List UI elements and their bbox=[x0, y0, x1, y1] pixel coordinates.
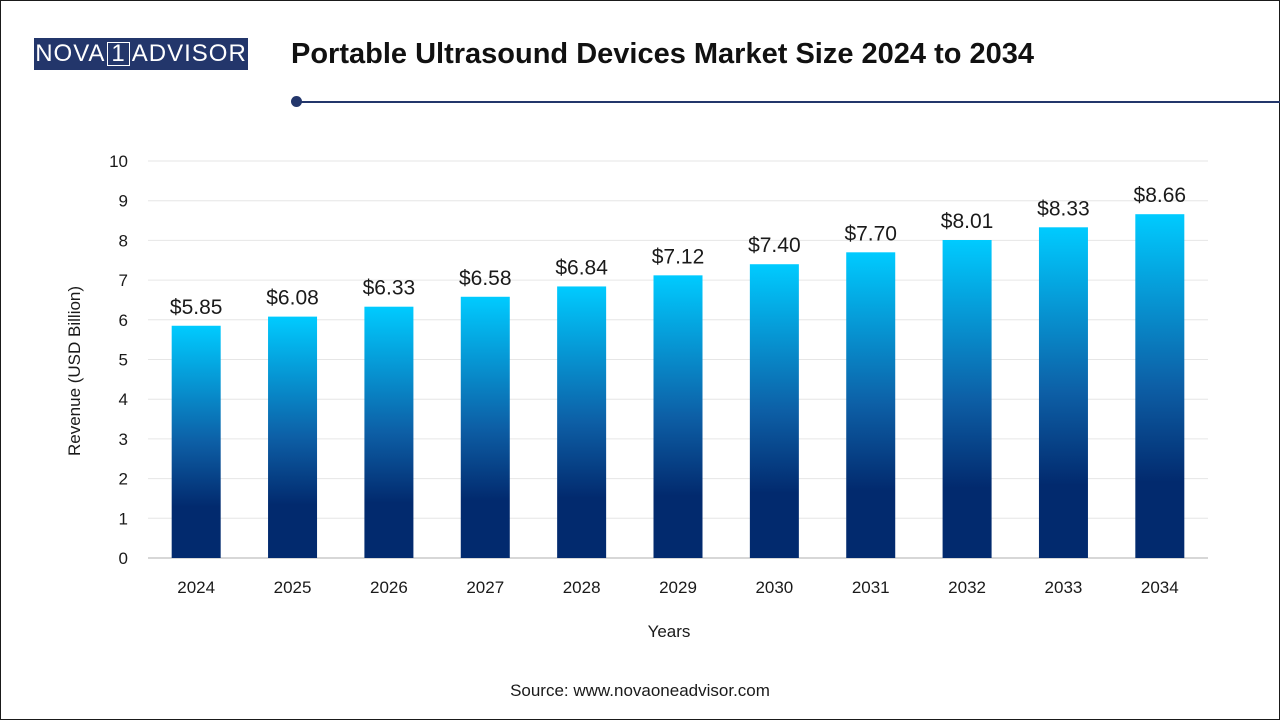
bar-2025 bbox=[268, 316, 318, 558]
x-tick-label-2024: 2024 bbox=[177, 578, 215, 597]
y-tick-label: 0 bbox=[119, 549, 128, 568]
y-tick-label: 2 bbox=[119, 470, 128, 489]
x-tick-label-2026: 2026 bbox=[370, 578, 408, 597]
y-tick-label: 3 bbox=[119, 430, 128, 449]
logo-text-right: ADVISOR bbox=[131, 40, 247, 67]
x-tick-label-2030: 2030 bbox=[755, 578, 793, 597]
x-tick-label-2031: 2031 bbox=[852, 578, 890, 597]
x-tick-label-2034: 2034 bbox=[1141, 578, 1179, 597]
y-tick-label: 1 bbox=[119, 509, 128, 528]
data-label-2029: $7.12 bbox=[652, 245, 705, 268]
title-underline-dot bbox=[291, 96, 302, 107]
data-label-2024: $5.85 bbox=[170, 296, 223, 319]
title-underline bbox=[298, 101, 1280, 103]
bar-layer bbox=[171, 214, 1185, 559]
data-label-2028: $6.84 bbox=[555, 256, 608, 279]
x-tick-label-2029: 2029 bbox=[659, 578, 697, 597]
y-tick-label: 10 bbox=[109, 152, 128, 171]
logo-text-left: NOVA bbox=[35, 40, 106, 67]
bar-2028 bbox=[557, 286, 607, 558]
data-label-2032: $8.01 bbox=[941, 210, 994, 233]
y-axis-label: Revenue (USD Billion) bbox=[65, 286, 84, 456]
bar-2024 bbox=[171, 325, 221, 558]
x-axis-label: Years bbox=[648, 622, 691, 641]
y-tick-label: 8 bbox=[119, 231, 128, 250]
bar-2033 bbox=[1038, 227, 1088, 558]
x-tick-label-2033: 2033 bbox=[1045, 578, 1083, 597]
data-label-2034: $8.66 bbox=[1134, 184, 1187, 207]
data-label-2025: $6.08 bbox=[266, 287, 319, 310]
bar-2030 bbox=[749, 264, 799, 558]
y-tick-label: 6 bbox=[119, 311, 128, 330]
data-label-2033: $8.33 bbox=[1037, 197, 1090, 220]
x-tick-label-2028: 2028 bbox=[563, 578, 601, 597]
data-label-2030: $7.40 bbox=[748, 234, 801, 257]
page-title: Portable Ultrasound Devices Market Size … bbox=[291, 38, 1035, 70]
source-note: Source: www.novaoneadvisor.com bbox=[510, 681, 770, 700]
data-label-2027: $6.58 bbox=[459, 267, 512, 290]
bar-2029 bbox=[653, 275, 703, 558]
bar-2034 bbox=[1135, 214, 1185, 558]
x-tick-label-2025: 2025 bbox=[274, 578, 312, 597]
y-tick-label: 9 bbox=[119, 192, 128, 211]
bar-2032 bbox=[942, 240, 992, 559]
data-label-2031: $7.70 bbox=[844, 222, 897, 245]
brand-logo: NOVA 1 ADVISOR bbox=[34, 38, 248, 70]
x-tick-label-2032: 2032 bbox=[948, 578, 986, 597]
y-tick-label: 5 bbox=[119, 351, 128, 370]
x-tick-label-2027: 2027 bbox=[466, 578, 504, 597]
bar-2026 bbox=[364, 306, 414, 558]
label-layer: 0 1 2 3 4 5 6 7 8 9 10 $5.85 2024 $6.08 2025 $6.33 2026 $… bbox=[109, 152, 1186, 597]
logo-text-mid: 1 bbox=[107, 42, 130, 66]
bar-2027 bbox=[460, 296, 510, 558]
y-tick-label: 4 bbox=[119, 390, 128, 409]
bar-2031 bbox=[846, 252, 896, 558]
y-tick-label: 7 bbox=[119, 271, 128, 290]
data-label-2026: $6.33 bbox=[363, 277, 416, 300]
